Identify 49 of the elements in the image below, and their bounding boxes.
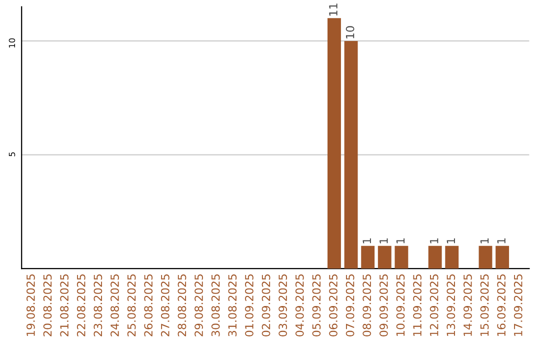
x-tick-label: 24.08.2025: [110, 274, 119, 336]
data-label: 1: [446, 238, 455, 244]
data-label: 11: [329, 4, 338, 16]
x-tick-label: 16.09.2025: [497, 274, 506, 336]
bar: [378, 246, 392, 269]
x-tick-label: 07.09.2025: [346, 274, 354, 336]
bar: [496, 246, 510, 269]
x-tick-label: 30.08.2025: [211, 274, 220, 336]
data-label: 1: [497, 238, 506, 244]
bar: [344, 40, 358, 269]
data-label: 10: [346, 26, 354, 38]
x-tick-label: 10.09.2025: [396, 274, 405, 336]
x-tick-label: 29.08.2025: [194, 274, 203, 336]
x-tick-label: 15.09.2025: [480, 274, 489, 336]
x-tick-label: 26.08.2025: [144, 274, 153, 336]
x-tick-label: 05.09.2025: [312, 274, 321, 336]
y-tick-label: 5: [8, 152, 16, 156]
x-tick-label: 03.09.2025: [278, 274, 288, 336]
x-tick-label: 19.08.2025: [26, 274, 35, 336]
x-tick-label: 08.09.2025: [362, 274, 372, 336]
x-tick-label: 02.09.2025: [262, 274, 270, 336]
data-label: 1: [362, 238, 371, 244]
x-tick-label: 22.08.2025: [76, 274, 86, 336]
bar: [445, 246, 459, 269]
bar: [361, 246, 375, 269]
data-label: 1: [396, 238, 405, 244]
x-tick-label: 31.08.2025: [228, 274, 237, 336]
x-tick-label: 20.08.2025: [43, 274, 52, 336]
x-tick-label: 28.08.2025: [178, 274, 186, 336]
x-tick-label: 14.09.2025: [464, 274, 472, 336]
x-tick-label: 25.08.2025: [127, 274, 136, 336]
bar: [478, 246, 492, 269]
x-tick-label: 13.09.2025: [446, 274, 456, 336]
x-tick-label: 21.08.2025: [60, 274, 69, 336]
x-tick-label: 17.09.2025: [514, 274, 522, 336]
x-tick-label: 11.09.2025: [413, 274, 422, 336]
bar: [428, 246, 442, 269]
bar: [394, 246, 408, 269]
x-tick-label: 01.09.2025: [245, 274, 254, 336]
x-tick-label: 09.09.2025: [379, 274, 388, 336]
data-label: 1: [430, 238, 438, 244]
x-tick-label: 12.09.2025: [430, 274, 438, 336]
x-tick-label: 27.08.2025: [160, 274, 170, 336]
x-tick-label: 23.08.2025: [94, 274, 102, 336]
data-label: 1: [480, 238, 489, 244]
x-tick-label: 04.09.2025: [295, 274, 304, 336]
bar: [328, 18, 341, 269]
x-tick-label: 06.09.2025: [329, 274, 338, 336]
data-label: 1: [380, 238, 388, 244]
